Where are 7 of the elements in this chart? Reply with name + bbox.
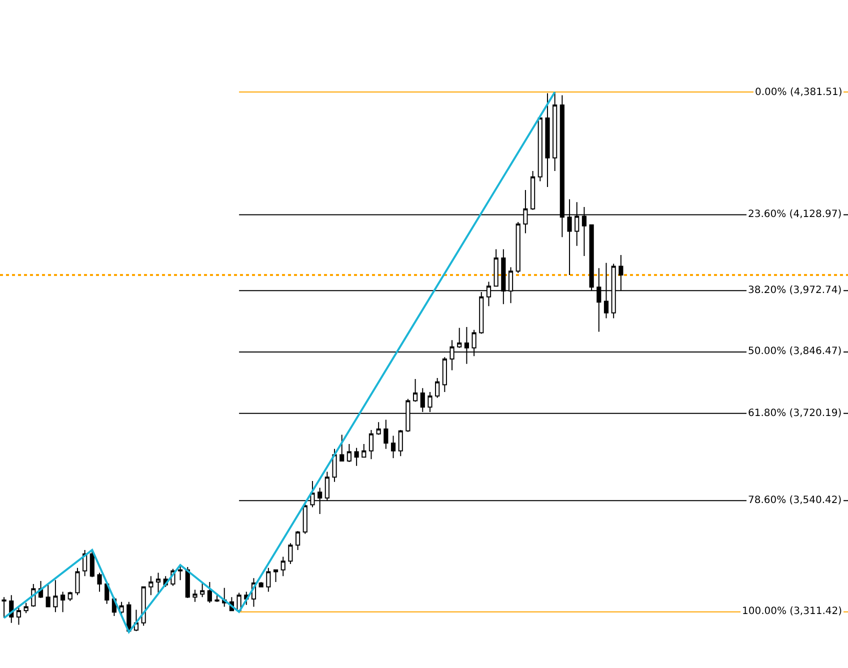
ref-line-label: 100.00% (3,311.42) [742, 606, 842, 617]
ref-line-label: 50.00% (3,846.47) [748, 346, 842, 357]
ref-line-label: 23.60% (4,128.97) [748, 209, 842, 220]
ref-line-label: 61.80% (3,720.19) [748, 408, 842, 419]
ref-line-label: 0.00% (4,381.51) [755, 87, 842, 98]
ref-line-label: 78.60% (3,540.42) [748, 495, 842, 506]
ref-line-label: 38.20% (3,972.74) [748, 285, 842, 296]
